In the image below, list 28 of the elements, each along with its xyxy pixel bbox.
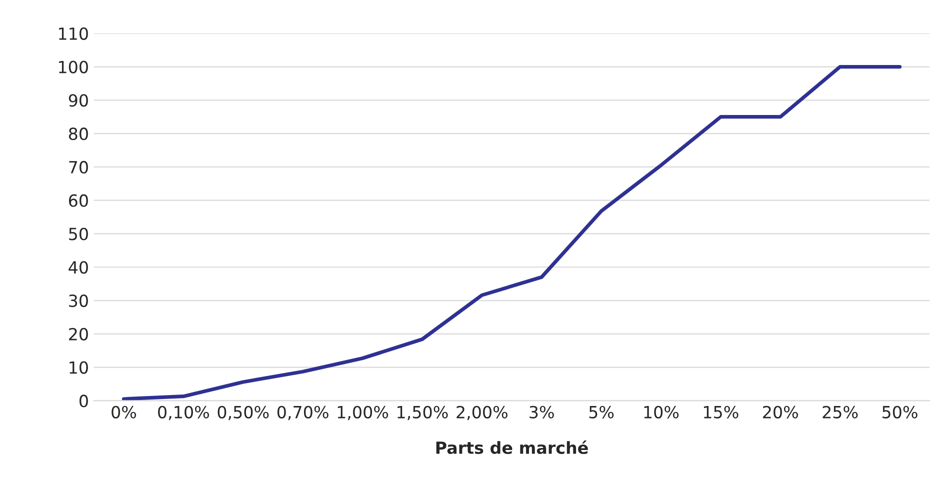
y-tick-label: 110 bbox=[59, 27, 88, 40]
y-tick-label: 60 bbox=[68, 194, 88, 207]
x-tick-label: 0,50% bbox=[218, 406, 269, 420]
x-tick-label: 10% bbox=[644, 406, 679, 418]
x-tick-label: 15% bbox=[704, 406, 738, 418]
x-tick-label: 3% bbox=[530, 406, 554, 418]
x-tick-label: 0,10% bbox=[158, 406, 209, 420]
y-tick-label: 0 bbox=[80, 394, 88, 408]
y-tick-label: 70 bbox=[69, 160, 88, 174]
x-tick-label: 0% bbox=[112, 406, 136, 418]
line-series bbox=[122, 64, 902, 401]
y-tick-label: 40 bbox=[68, 261, 88, 274]
y-tick-label: 50 bbox=[69, 228, 88, 240]
x-axis-title: Parts de marché bbox=[436, 440, 588, 454]
y-tick-label: 20 bbox=[69, 328, 88, 340]
y-tick-label: 30 bbox=[69, 294, 88, 308]
y-tick-label: 80 bbox=[68, 128, 88, 140]
x-tick-label: 1,00% bbox=[338, 406, 388, 420]
x-tick-label: 0,70% bbox=[277, 406, 328, 420]
x-tick-label: 1,50% bbox=[398, 406, 448, 420]
x-tick-label: 5% bbox=[589, 406, 614, 418]
x-tick-label: 2,00% bbox=[456, 406, 508, 420]
x-tick-label: 20% bbox=[763, 406, 798, 418]
x-tick-label: 50% bbox=[882, 406, 918, 418]
y-tick-label: 10 bbox=[70, 361, 88, 374]
x-tick-label: 25% bbox=[822, 406, 858, 418]
y-tick-label: 90 bbox=[68, 94, 88, 107]
y-tick-label: 100 bbox=[59, 60, 88, 74]
